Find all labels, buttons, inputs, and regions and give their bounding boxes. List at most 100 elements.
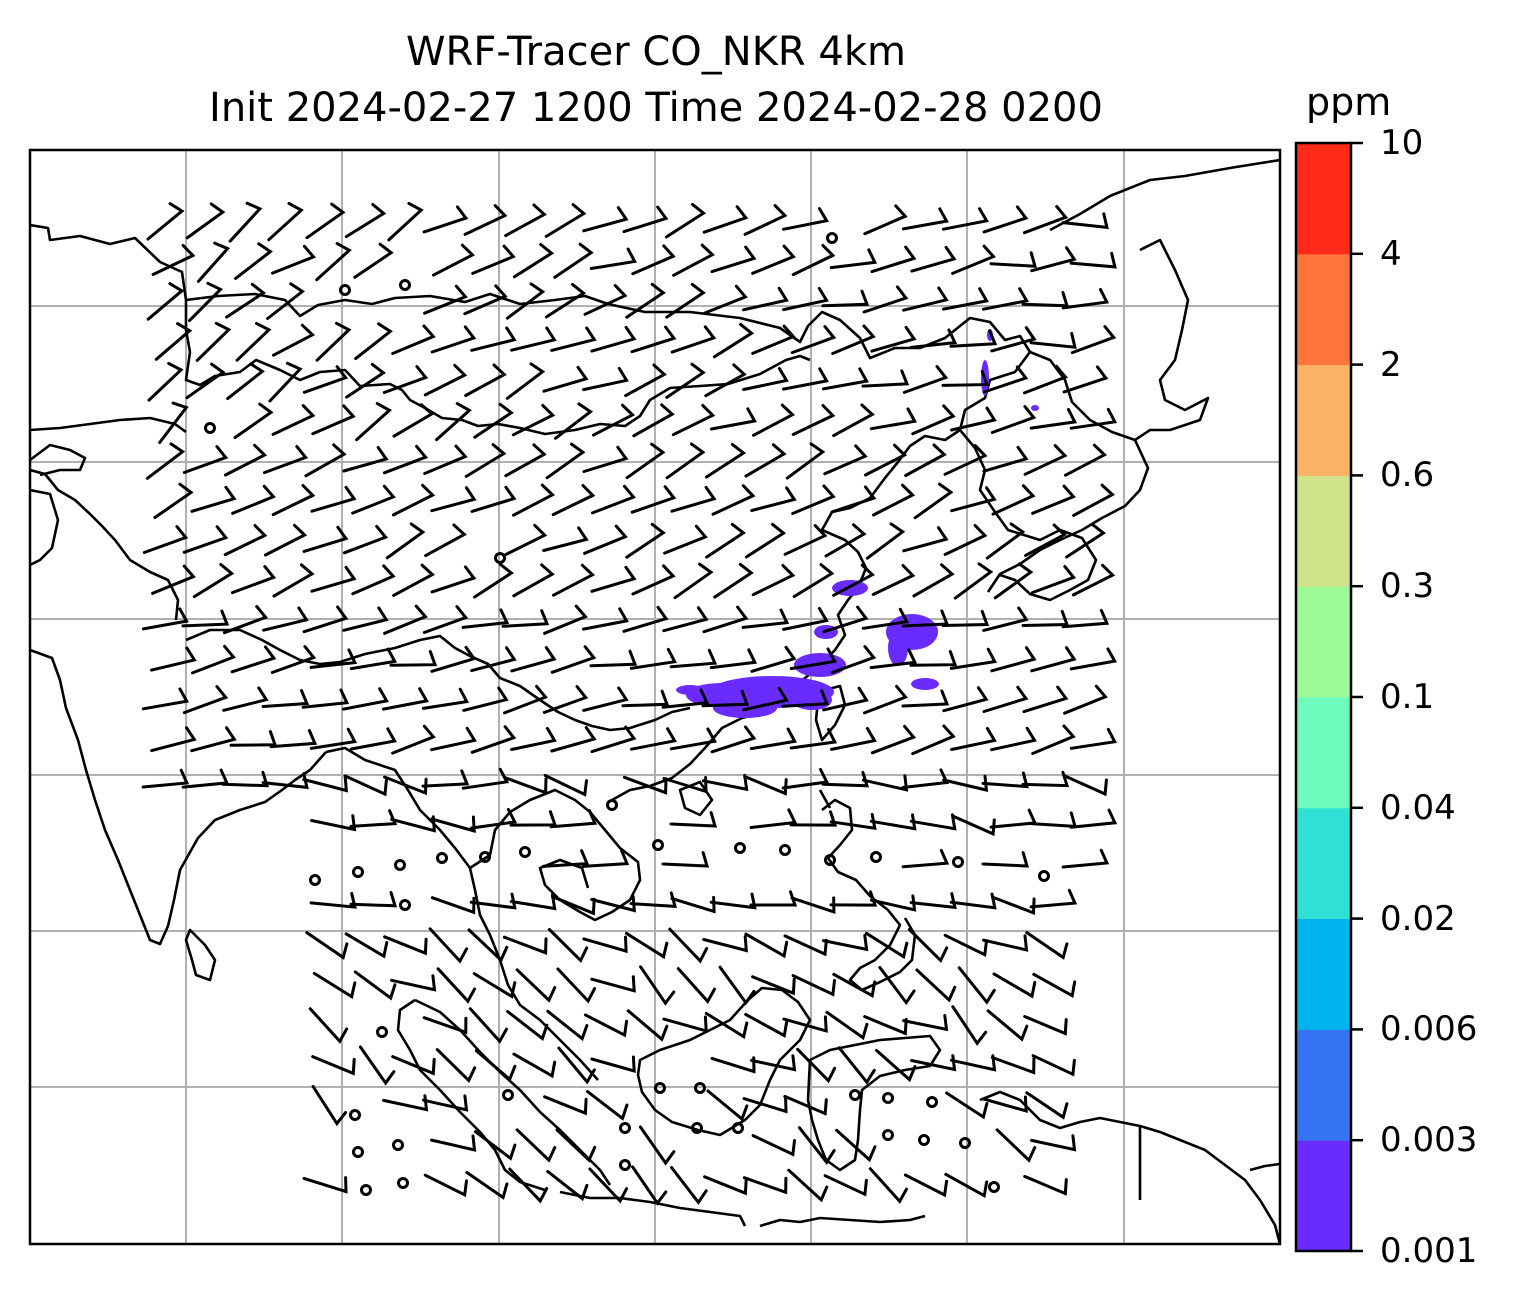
wind-barb — [1025, 931, 1069, 960]
wind-barb — [467, 928, 509, 963]
wind-barb — [588, 1167, 629, 1204]
wind-barb — [781, 689, 830, 708]
wind-barb — [581, 607, 629, 631]
wind-barb — [981, 287, 1029, 311]
wind-barb — [791, 484, 836, 515]
wind-barb — [1023, 444, 1068, 476]
wind-barb — [951, 1005, 988, 1046]
colorbar-segment — [1296, 475, 1351, 587]
wind-barb — [830, 485, 877, 514]
wind-barb — [554, 402, 594, 440]
calm-wind-marker — [204, 422, 216, 434]
wind-barb — [1023, 1015, 1068, 1036]
wind-barb — [862, 285, 909, 314]
wind-barb — [262, 606, 309, 632]
wind-barb — [510, 646, 557, 673]
wind-barb — [464, 443, 507, 478]
wind-barb — [718, 965, 756, 1006]
wind-barb — [744, 1012, 789, 1038]
wind-barb — [941, 369, 990, 387]
wind-barb — [146, 282, 185, 321]
wind-barb — [909, 892, 957, 910]
wind-barb — [949, 329, 998, 348]
wind-barb — [195, 321, 232, 362]
wind-barb — [1061, 212, 1109, 230]
wind-barb — [344, 203, 387, 239]
coastline-newguinea — [979, 1090, 1280, 1244]
wind-barb — [1061, 848, 1110, 869]
wind-barb — [474, 1130, 517, 1161]
wind-barb — [462, 686, 509, 712]
wind-barb — [676, 967, 716, 1004]
wind-barb — [589, 247, 638, 270]
wind-barb — [750, 645, 797, 673]
wind-barb — [552, 563, 596, 597]
wind-barb — [310, 565, 357, 593]
wind-barb — [153, 482, 194, 519]
wind-barb — [673, 562, 714, 600]
calm-wind-marker — [376, 1026, 388, 1038]
wind-barb — [583, 284, 628, 316]
wind-barb — [550, 645, 597, 674]
wind-barb — [141, 768, 190, 789]
calm-wind-marker — [694, 1082, 706, 1094]
wind-barb — [749, 727, 798, 751]
calm-wind-marker — [926, 1096, 938, 1108]
calm-wind-marker — [952, 856, 964, 868]
wind-barb — [551, 484, 596, 517]
wind-barb — [1071, 563, 1116, 597]
calm-wind-marker — [394, 859, 406, 871]
wind-barb — [744, 932, 789, 959]
wind-barb — [909, 328, 958, 349]
wind-barb — [423, 1173, 468, 1198]
colorbar-tick-label: 0.006 — [1380, 1009, 1478, 1050]
coastline-indochina — [325, 746, 642, 1081]
wind-barb — [863, 684, 908, 715]
calm-wind-marker — [870, 851, 882, 863]
calm-wind-marker — [494, 552, 506, 564]
colorbar-tick-label: 0.02 — [1380, 898, 1456, 939]
wind-barb — [789, 647, 838, 671]
wind-barb — [630, 325, 677, 354]
wind-barb — [989, 808, 1038, 829]
wind-barb — [907, 928, 949, 964]
wind-barb — [985, 522, 1026, 560]
wind-barb — [543, 774, 588, 797]
wind-barb — [992, 972, 1037, 999]
wind-barb — [1031, 484, 1076, 515]
wind-barb — [383, 604, 428, 635]
wind-barb — [1022, 685, 1069, 714]
wind-barb — [423, 284, 468, 315]
wind-barb — [1029, 888, 1078, 909]
wind-barb — [941, 287, 989, 311]
wind-barb — [181, 768, 230, 789]
wind-barb — [823, 444, 868, 476]
wind-barb — [863, 443, 908, 477]
wind-barb — [158, 401, 189, 444]
wind-barb — [468, 1007, 508, 1044]
wind-barb — [903, 1173, 949, 1198]
wind-barb — [901, 768, 950, 789]
wind-barb — [591, 484, 636, 515]
wind-barb — [309, 727, 358, 750]
calm-wind-marker — [399, 279, 411, 291]
wind-barbs — [141, 201, 1118, 1206]
wind-barb — [704, 363, 747, 398]
wind-barb — [423, 363, 468, 397]
wind-barb — [709, 648, 758, 670]
wind-barb — [590, 1055, 636, 1074]
wind-barb — [355, 402, 392, 442]
wind-barb — [190, 485, 237, 513]
wind-barb — [789, 728, 838, 750]
wind-barb — [783, 1094, 828, 1116]
wind-barb — [995, 1128, 1037, 1163]
wind-barb — [709, 407, 757, 431]
wind-barb — [543, 1095, 588, 1116]
wind-barb — [1063, 684, 1108, 715]
wind-barb — [665, 202, 707, 239]
wind-barb — [943, 444, 988, 476]
wind-barb — [661, 851, 710, 868]
wind-barb — [1022, 205, 1069, 235]
wind-barb — [222, 686, 269, 712]
wind-barb — [391, 483, 436, 517]
